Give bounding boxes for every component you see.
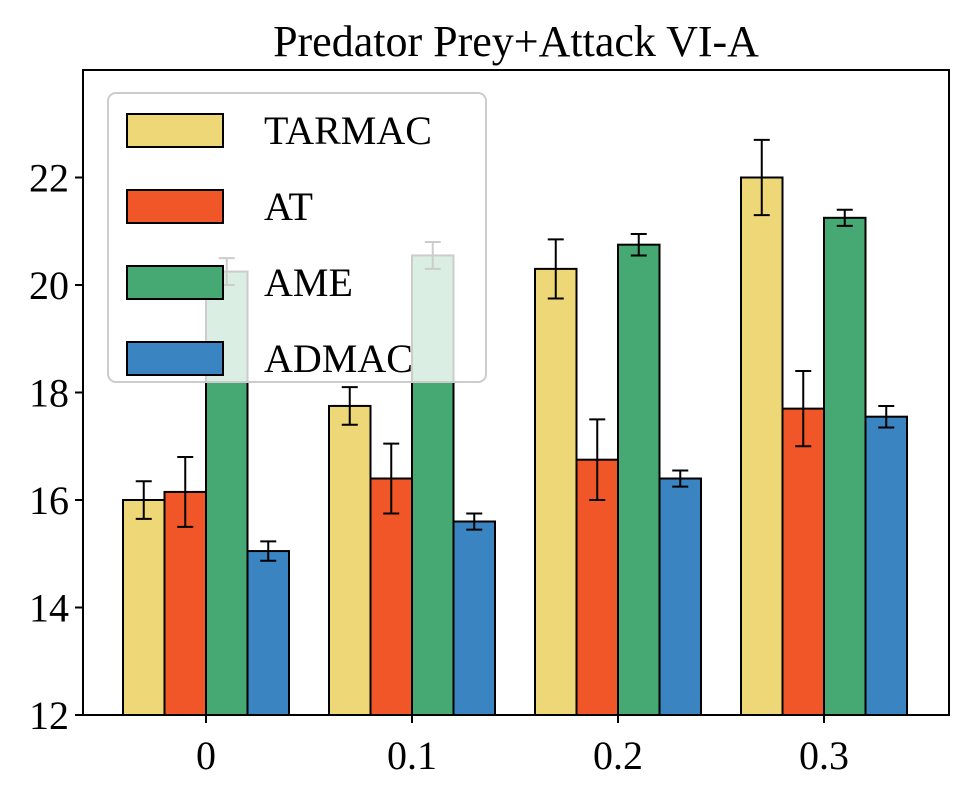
error-bar-at-0.2	[589, 418, 606, 501]
bar-admac-0.2	[658, 477, 702, 716]
x-tick-label: 0	[196, 733, 216, 778]
error-bar-admac-0	[260, 540, 277, 562]
error-bar-tarmac-0	[135, 480, 152, 520]
legend: TARMAC AT AME ADMAC	[107, 92, 487, 383]
legend-label: TARMAC	[264, 108, 432, 153]
error-bar-admac-0.2	[672, 469, 689, 488]
error-bar-at-0	[177, 456, 194, 528]
bar-tarmac-0.2	[534, 267, 578, 716]
error-bar-at-0.1	[383, 442, 400, 515]
legend-swatch	[126, 265, 224, 300]
legend-label: ADMAC	[264, 336, 413, 381]
bar-at-0	[163, 490, 207, 716]
y-tick-label: 12	[29, 693, 69, 738]
legend-label: AT	[264, 184, 313, 229]
error-bar-tarmac-0.1	[341, 386, 358, 426]
plot-frame	[82, 69, 950, 716]
error-bar-ame-0.2	[630, 232, 647, 257]
legend-swatch	[126, 113, 224, 148]
y-tick-label: 22	[29, 156, 69, 201]
bar-admac-0	[246, 550, 290, 716]
error-bar-admac-0.1	[466, 512, 483, 531]
legend-label: AME	[264, 260, 353, 305]
legend-item-ame: AME	[126, 260, 353, 305]
bar-ame-0.3	[823, 216, 867, 716]
y-tick-label: 20	[29, 263, 69, 308]
error-bar-tarmac-0.2	[547, 238, 564, 300]
bar-admac-0.3	[864, 415, 908, 716]
bar-tarmac-0.3	[740, 176, 784, 716]
error-bar-at-0.3	[795, 370, 812, 448]
bar-admac-0.1	[452, 520, 496, 716]
y-axis: 12 14 16 18 20 22	[29, 156, 83, 738]
y-tick-label: 16	[29, 478, 69, 523]
bar-at-0.2	[575, 458, 619, 716]
bar-at-0.1	[369, 477, 413, 716]
chart-title: Predator Prey+Attack VI-A	[273, 17, 759, 66]
bar-at-0.3	[781, 407, 825, 716]
y-tick-label: 14	[29, 586, 69, 631]
error-bar-ame-0.3	[836, 208, 853, 227]
x-tick-label: 0.1	[387, 733, 437, 778]
x-tick-label: 0.2	[593, 733, 643, 778]
x-axis: 0 0.1 0.2 0.3	[196, 715, 849, 778]
legend-swatch	[126, 341, 224, 376]
legend-item-at: AT	[126, 184, 313, 229]
legend-item-admac: ADMAC	[126, 336, 413, 381]
y-tick-label: 18	[29, 371, 69, 416]
error-bar-admac-0.3	[878, 404, 895, 429]
bar-tarmac-0.1	[328, 404, 372, 716]
bar-ame-0.2	[617, 243, 661, 716]
error-bar-tarmac-0.3	[753, 138, 770, 217]
legend-item-tarmac: TARMAC	[126, 108, 432, 153]
legend-box	[107, 92, 487, 383]
x-tick-label: 0.3	[799, 733, 849, 778]
legend-swatch	[126, 189, 224, 224]
bar-tarmac-0	[122, 499, 166, 716]
